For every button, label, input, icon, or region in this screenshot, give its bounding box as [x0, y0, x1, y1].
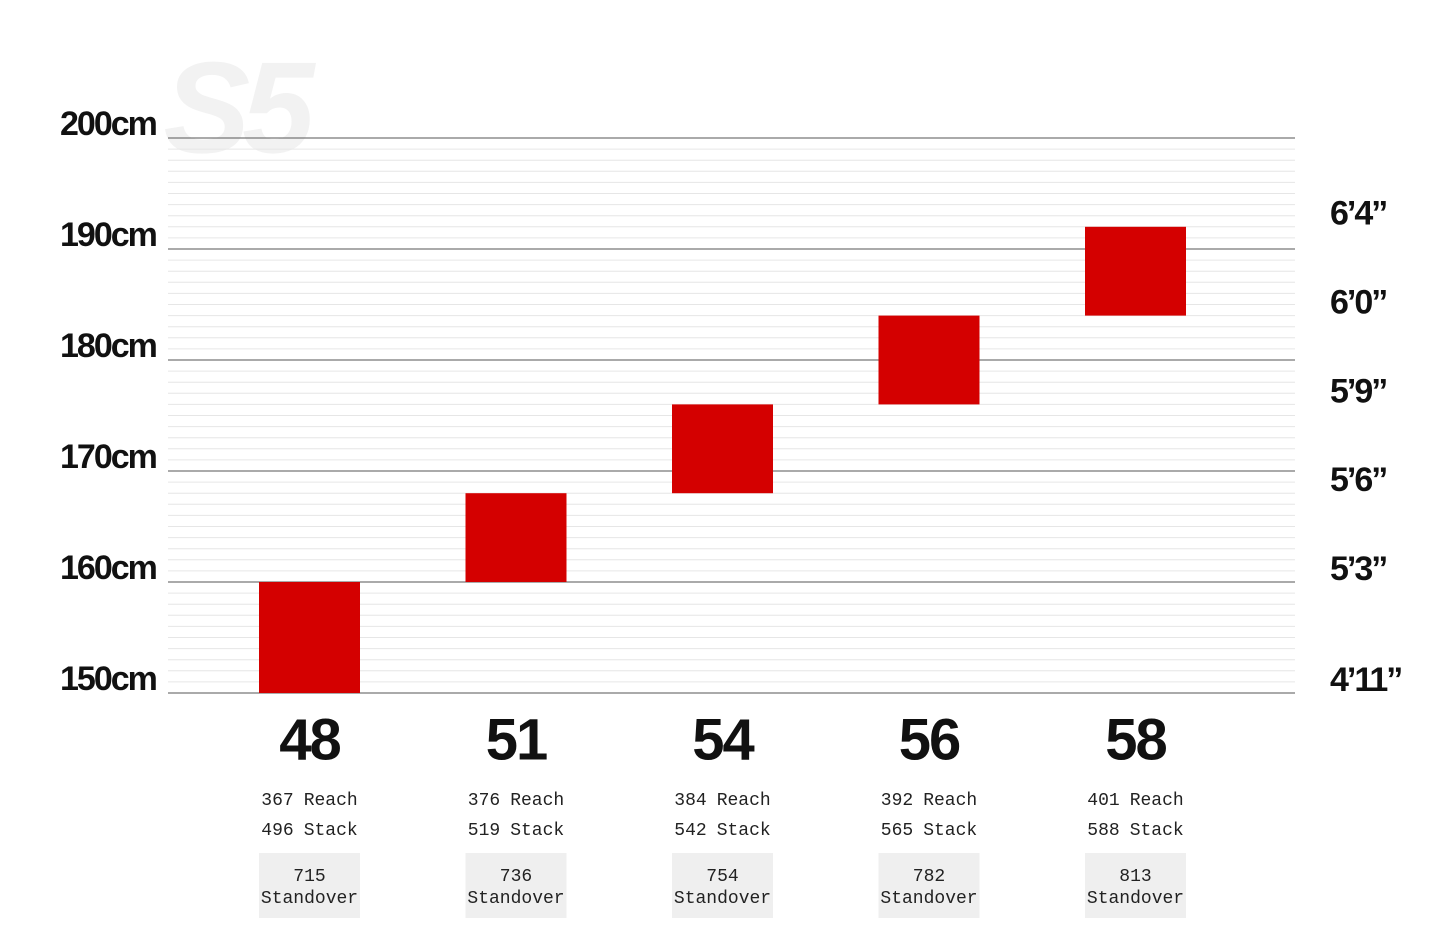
- x-tick-label: 56: [899, 707, 960, 772]
- standover-value: 782: [913, 867, 945, 887]
- reach-name: Reach: [1130, 791, 1184, 811]
- standover-box: [259, 853, 360, 918]
- reach-value: 384: [674, 791, 706, 811]
- y-tick-label: 180cm: [60, 327, 157, 365]
- standover-box: [465, 853, 567, 918]
- stack-value: 519: [468, 821, 500, 841]
- standover-value: 813: [1119, 867, 1151, 887]
- x-tick-label: 51: [486, 707, 547, 772]
- stack-label: 542 Stack: [674, 821, 770, 841]
- stack-name: Stack: [717, 821, 771, 841]
- standover-name: Standover: [1087, 889, 1184, 909]
- reach-name: Reach: [510, 791, 564, 811]
- bar: [259, 582, 360, 693]
- bar: [672, 404, 773, 494]
- y-tick-label: 170cm: [60, 438, 157, 476]
- watermark: S5: [163, 34, 316, 180]
- stack-label: 565 Stack: [881, 821, 977, 841]
- reach-name: Reach: [923, 791, 977, 811]
- reach-value: 392: [881, 791, 913, 811]
- standover-value: 736: [500, 867, 532, 887]
- stack-name: Stack: [510, 821, 564, 841]
- stack-value: 588: [1087, 821, 1119, 841]
- standover-value: 754: [706, 867, 738, 887]
- reach-name: Reach: [717, 791, 771, 811]
- reach-label: 376 Reach: [468, 791, 564, 811]
- bar: [878, 315, 980, 405]
- standover-value: 715: [293, 867, 325, 887]
- standover-name: Standover: [467, 889, 564, 909]
- reach-value: 367: [261, 791, 293, 811]
- y-tick-label: 190cm: [60, 216, 157, 254]
- standover-box: [1085, 853, 1186, 918]
- x-tick-label: 48: [279, 707, 340, 772]
- standover-box: [878, 853, 980, 918]
- y-tick-label: 200cm: [60, 105, 157, 143]
- bar: [1085, 226, 1186, 316]
- y2-tick-label: 6’0”: [1330, 283, 1386, 321]
- reach-label: 392 Reach: [881, 791, 977, 811]
- reach-value: 376: [468, 791, 500, 811]
- standover-name: Standover: [261, 889, 358, 909]
- x-tick-label: 58: [1105, 707, 1166, 772]
- stack-name: Stack: [1130, 821, 1184, 841]
- y2-tick-label: 5’9”: [1330, 372, 1386, 410]
- stack-value: 565: [881, 821, 913, 841]
- reach-value: 401: [1087, 791, 1119, 811]
- reach-label: 401 Reach: [1087, 791, 1183, 811]
- stack-label: 519 Stack: [468, 821, 564, 841]
- stack-value: 542: [674, 821, 706, 841]
- reach-label: 367 Reach: [261, 791, 357, 811]
- y2-tick-label: 5’3”: [1330, 550, 1386, 588]
- standover-name: Standover: [674, 889, 771, 909]
- x-tick-label: 54: [692, 707, 754, 772]
- bar: [465, 493, 567, 582]
- y-tick-label: 160cm: [60, 549, 157, 587]
- reach-label: 384 Reach: [674, 791, 770, 811]
- reach-name: Reach: [304, 791, 358, 811]
- y2-tick-label: 4’11”: [1330, 661, 1401, 699]
- stack-label: 588 Stack: [1087, 821, 1183, 841]
- standover-name: Standover: [880, 889, 977, 909]
- stack-value: 496: [261, 821, 293, 841]
- standover-box: [672, 853, 773, 918]
- y2-tick-label: 5’6”: [1330, 461, 1386, 499]
- y2-tick-label: 6’4”: [1330, 195, 1386, 233]
- y-tick-label: 150cm: [60, 660, 157, 698]
- stack-name: Stack: [923, 821, 977, 841]
- stack-name: Stack: [304, 821, 358, 841]
- stack-label: 496 Stack: [261, 821, 357, 841]
